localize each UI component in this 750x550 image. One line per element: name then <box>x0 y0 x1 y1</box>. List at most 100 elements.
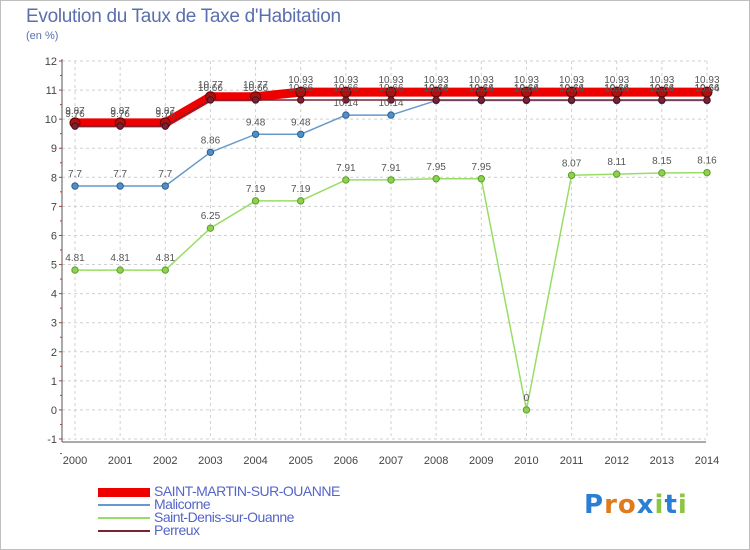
data-label: 4.81 <box>156 253 176 264</box>
data-label: 7.91 <box>381 163 401 174</box>
logo-letter: i <box>677 490 688 520</box>
x-tick-label: 2005 <box>288 455 312 467</box>
logo-letter: t <box>664 490 678 520</box>
y-tick-label: 10 <box>45 114 57 126</box>
y-tick-label: 11 <box>46 85 57 97</box>
data-point <box>251 197 260 205</box>
data-label: 10.77 <box>243 80 268 91</box>
data-point <box>703 168 711 177</box>
data-label: 9.48 <box>246 117 266 128</box>
data-label: 8.11 <box>607 157 626 168</box>
x-tick-label: 2002 <box>153 455 177 467</box>
data-point <box>613 170 621 178</box>
y-tick-label: 8 <box>51 172 57 184</box>
data-label: 10.66 <box>198 83 223 94</box>
legend-item: Malicorne <box>98 496 398 512</box>
data-label: 9.76 <box>65 109 85 120</box>
data-point <box>703 96 711 104</box>
data-point <box>387 96 395 104</box>
data-label: 6.25 <box>201 211 221 222</box>
data-label: 7.19 <box>246 184 266 195</box>
x-tick-label: 2014 <box>695 455 719 467</box>
data-point <box>477 96 485 104</box>
data-point <box>342 96 350 104</box>
data-label: 7.91 <box>336 163 356 174</box>
logo-letter: i <box>654 490 665 520</box>
y-tick-label: 1 <box>51 376 57 388</box>
y-tick-label: 0 <box>51 405 57 417</box>
data-label: 10.93 <box>559 75 584 86</box>
y-tick-label: 12 <box>45 56 57 68</box>
data-label: 7.19 <box>291 184 311 195</box>
legend-label: Saint-Denis-sur-Ouanne <box>154 509 294 525</box>
data-point <box>477 175 485 183</box>
series-perreux <box>71 96 711 130</box>
data-point <box>432 175 440 183</box>
x-tick-label: 2006 <box>334 455 358 467</box>
data-label: 8.16 <box>697 156 717 167</box>
legend-item: Perreux <box>98 522 398 538</box>
data-label: 9.76 <box>156 109 176 120</box>
data-label: 10.93 <box>604 75 629 86</box>
data-label: 10.66 <box>424 83 449 94</box>
data-point <box>161 182 169 190</box>
x-tick-label: 2013 <box>650 455 674 467</box>
data-point <box>567 96 576 104</box>
x-tick-label: 2000 <box>63 455 87 467</box>
data-label: 7.95 <box>472 162 492 173</box>
data-label: 4.81 <box>110 253 130 264</box>
data-label: 7.95 <box>426 162 446 173</box>
chart-title: Evolution du Taux de Taxe d'Habitation <box>26 6 341 27</box>
data-label: 10.93 <box>694 75 719 86</box>
legend-item: SAINT-MARTIN-SUR-OUANNE <box>98 483 398 499</box>
data-label: 10.93 <box>424 75 449 86</box>
data-point <box>342 111 350 119</box>
data-label: 7.7 <box>68 169 82 180</box>
data-point <box>161 122 169 130</box>
data-label: 9.87 <box>65 106 85 117</box>
data-label: 10.66 <box>694 83 719 94</box>
data-label: 7.7 <box>113 169 127 180</box>
data-label: 10.14 <box>378 98 403 109</box>
y-tick-label: -1 <box>47 434 57 446</box>
legend-swatch <box>98 504 150 506</box>
data-point <box>522 406 531 414</box>
data-label: 10.64 <box>694 84 719 95</box>
data-label: 10.93 <box>649 75 674 86</box>
legend: SAINT-MARTIN-SUR-OUANNE Malicorne Saint-De… <box>98 483 398 538</box>
data-label: 8.86 <box>201 135 221 146</box>
legend-item: Saint-Denis-sur-Ouanne <box>98 509 398 525</box>
data-label: 10.64 <box>604 84 629 95</box>
data-label: 8.15 <box>652 156 672 167</box>
data-point <box>116 266 124 274</box>
data-point <box>387 111 395 119</box>
data-point <box>522 96 531 104</box>
data-point <box>71 182 79 190</box>
data-label: 10.66 <box>559 83 584 94</box>
data-point <box>251 96 260 104</box>
data-point <box>613 96 621 104</box>
legend-swatch <box>98 517 150 519</box>
y-axis-unit: (en %) <box>26 30 59 42</box>
series-saint-denis-sur-ouanne <box>71 168 711 414</box>
x-tick-label: 2011 <box>560 455 584 467</box>
data-point <box>116 182 124 190</box>
data-label: 10.66 <box>469 83 494 94</box>
data-point <box>297 130 305 138</box>
data-label: 10.93 <box>378 75 403 86</box>
data-point <box>116 122 124 130</box>
legend-swatch <box>98 487 150 497</box>
legend-label: Perreux <box>154 522 200 538</box>
data-point <box>567 171 576 179</box>
data-label: 10.66 <box>514 83 539 94</box>
data-point <box>206 148 215 157</box>
data-point <box>658 169 666 177</box>
data-label: 10.66 <box>243 83 268 94</box>
data-point <box>342 176 350 184</box>
data-point <box>251 130 260 138</box>
y-tick-label: 4 <box>51 289 57 301</box>
data-point <box>387 176 395 184</box>
data-label: 10.64 <box>469 84 494 95</box>
y-tick-label: 6 <box>51 230 57 242</box>
